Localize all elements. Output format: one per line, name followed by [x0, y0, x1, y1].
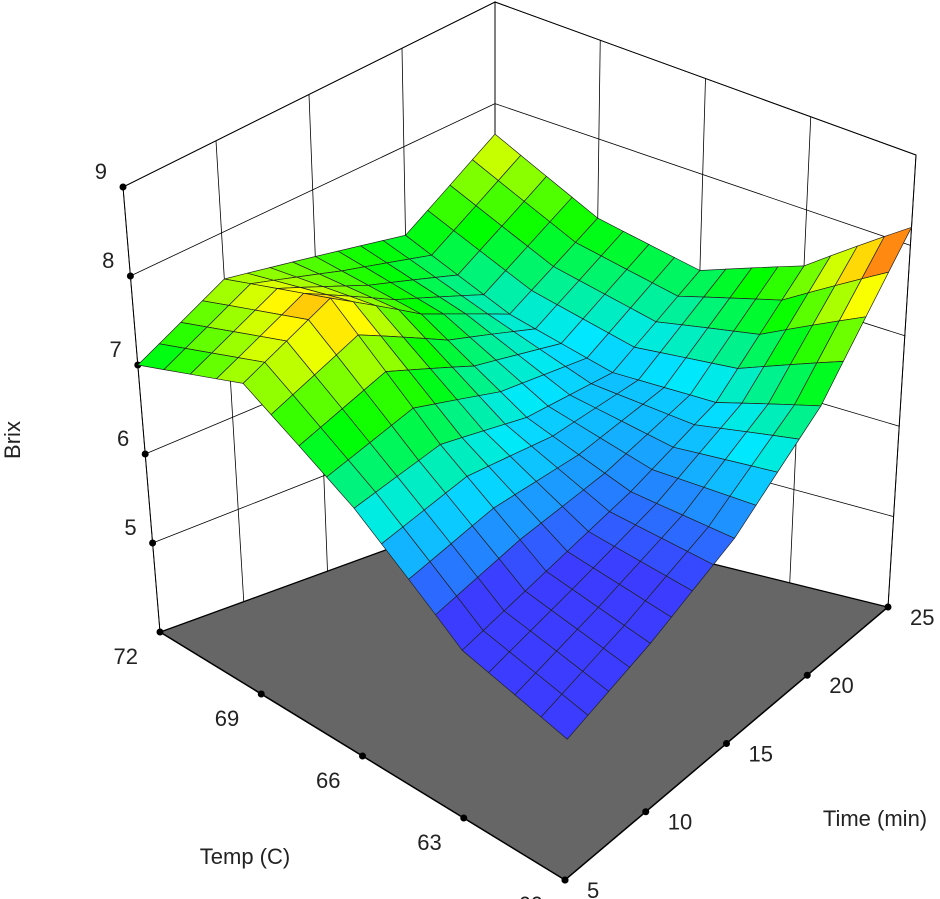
z-tick-label: 7	[110, 337, 122, 362]
y-tick	[803, 671, 811, 679]
z-tick-label: 8	[102, 248, 114, 273]
x-tick-label: 69	[215, 706, 239, 731]
grid-line	[887, 154, 917, 608]
z-tick-label: 9	[95, 159, 107, 184]
y-tick	[723, 740, 730, 747]
z-axis-label: Brix	[0, 421, 25, 459]
y-tick-label: 20	[829, 673, 853, 698]
y-tick-label: 10	[668, 810, 692, 835]
grid-line	[122, 186, 161, 633]
x-tick	[460, 814, 468, 822]
surface-patch	[540, 693, 589, 740]
y-tick-label: 25	[910, 605, 934, 630]
x-tick-label: 60	[519, 892, 543, 899]
x-tick-label: 66	[316, 768, 340, 793]
y-tick	[642, 808, 650, 816]
y-tick-label: 5	[587, 878, 599, 899]
x-tick	[359, 752, 366, 760]
z-tick-label: 6	[117, 426, 129, 451]
x-tick-label: 72	[114, 644, 138, 669]
x-tick-label: 63	[417, 830, 441, 855]
y-axis-label: Time (min)	[823, 806, 927, 831]
z-tick-label: 5	[124, 515, 136, 540]
x-tick	[156, 628, 164, 636]
x-tick	[561, 876, 569, 884]
x-tick	[257, 690, 265, 698]
y-tick-label: 15	[749, 741, 773, 766]
x-axis-label: Temp (C)	[200, 844, 290, 869]
